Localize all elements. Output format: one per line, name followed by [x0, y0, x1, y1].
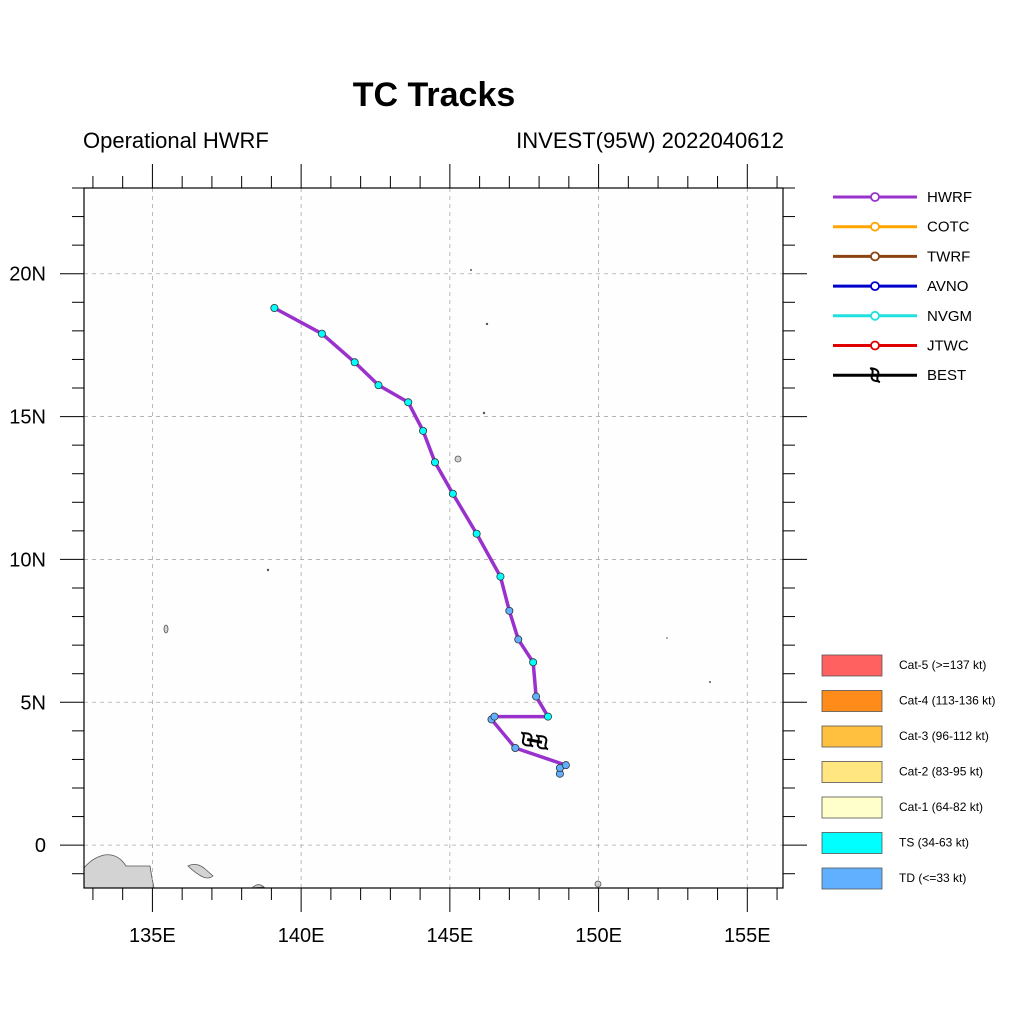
track-point-hwrf [561, 761, 570, 770]
intensity-swatch [821, 725, 883, 748]
islet-ngulu [266, 568, 270, 572]
islet-kosrae [709, 681, 711, 683]
intensity-swatch [821, 690, 883, 712]
track-point-hwrf [404, 398, 413, 407]
intensity-label: Cat-2 (83-95 kt) [899, 765, 983, 779]
track-point-hwrf [270, 303, 279, 312]
track-point-hwrf [496, 572, 505, 581]
intensity-swatch [821, 796, 883, 819]
legend-label-hwrf: HWRF [927, 189, 972, 206]
best-track-storm-symbol [535, 734, 549, 751]
legend-marker-avno [870, 281, 880, 292]
intensity-label: Cat-1 (64-82 kt) [899, 800, 983, 814]
track-point-hwrf [511, 744, 520, 753]
legend-marker-jtwc [870, 340, 880, 351]
chart-title: TC Tracks [353, 76, 516, 114]
best-track-storm-symbol [520, 731, 534, 748]
legend-label-jtwc: JTWC [927, 338, 969, 355]
track-series [270, 303, 570, 778]
map-plot-area [83, 188, 783, 889]
intensity-swatch [821, 832, 883, 854]
land-new-guinea [83, 854, 155, 889]
track-point-hwrf [419, 426, 428, 435]
model-legend: HWRF COTC TWRF AVNO NVGM JTWC BEST [833, 189, 972, 384]
x-tick-label: 150E [575, 925, 622, 947]
legend-marker-twrf [870, 251, 880, 262]
track-point-hwrf [317, 329, 326, 338]
track-point-hwrf [350, 358, 359, 367]
legend-label-best: BEST [927, 367, 966, 384]
track-point-hwrf [529, 658, 538, 667]
y-tick-label: 5N [20, 692, 46, 714]
y-tick-label: 0 [35, 835, 46, 857]
track-point-hwrf [505, 606, 514, 615]
track-point-hwrf [490, 712, 499, 721]
track-point-hwrf [472, 529, 481, 538]
plot-background [84, 188, 783, 888]
intensity-swatch [821, 761, 883, 783]
legend-marker-cotc [870, 221, 880, 232]
islet-saipan [482, 411, 486, 415]
legend-marker-nvgm [870, 310, 880, 321]
intensity-label: TS (34-63 kt) [899, 836, 969, 850]
track-point-hwrf [514, 635, 523, 644]
track-point-hwrf [544, 712, 553, 721]
intensity-swatch [821, 867, 883, 890]
x-tick-label: 140E [278, 925, 325, 947]
storm-symbol-icon [869, 367, 881, 384]
x-tick-label: 155E [724, 925, 771, 947]
track-point-hwrf [374, 381, 383, 390]
legend-marker-hwrf [870, 192, 880, 202]
best-track-line [526, 737, 543, 744]
chart-subtitle-storm: INVEST(95W) 2022040612 [516, 128, 784, 153]
intensity-label: TD (<=33 kt) [899, 871, 966, 885]
island-guam [454, 455, 462, 463]
intensity-swatch [821, 654, 883, 677]
island-bougainville-tip [594, 880, 602, 888]
track-point-hwrf [430, 458, 439, 467]
y-tick-label: 20N [9, 264, 46, 286]
legend-label-avno: AVNO [927, 278, 968, 295]
intensity-label: Cat-4 (113-136 kt) [899, 694, 996, 708]
legend-label-nvgm: NVGM [927, 308, 972, 325]
plot-frame [83, 187, 784, 889]
intensity-label: Cat-3 (96-112 kt) [899, 729, 989, 743]
x-tick-label: 145E [427, 925, 474, 947]
track-point-hwrf [448, 489, 457, 498]
axes: 135E 140E 145E 150E 155E 0 5N 10N 15N 20N [9, 164, 807, 947]
island-palau [163, 624, 169, 634]
islet-pohnpei [666, 637, 668, 639]
islet-farallon [470, 269, 472, 271]
y-tick-label: 10N [9, 549, 46, 571]
intensity-legend: Cat-5 (>=137 kt) Cat-4 (113-136 kt) Cat-3 … [821, 654, 996, 890]
islet-pagan [485, 322, 489, 326]
y-tick-label: 15N [9, 407, 46, 429]
chart-subtitle-model: Operational HWRF [83, 128, 269, 153]
x-tick-label: 135E [129, 925, 176, 947]
legend-label-cotc: COTC [927, 219, 970, 236]
island-manus [187, 864, 214, 879]
island-small-south [250, 884, 266, 889]
track-point-hwrf [532, 692, 541, 701]
intensity-label: Cat-5 (>=137 kt) [899, 658, 986, 672]
legend-label-twrf: TWRF [927, 248, 970, 265]
